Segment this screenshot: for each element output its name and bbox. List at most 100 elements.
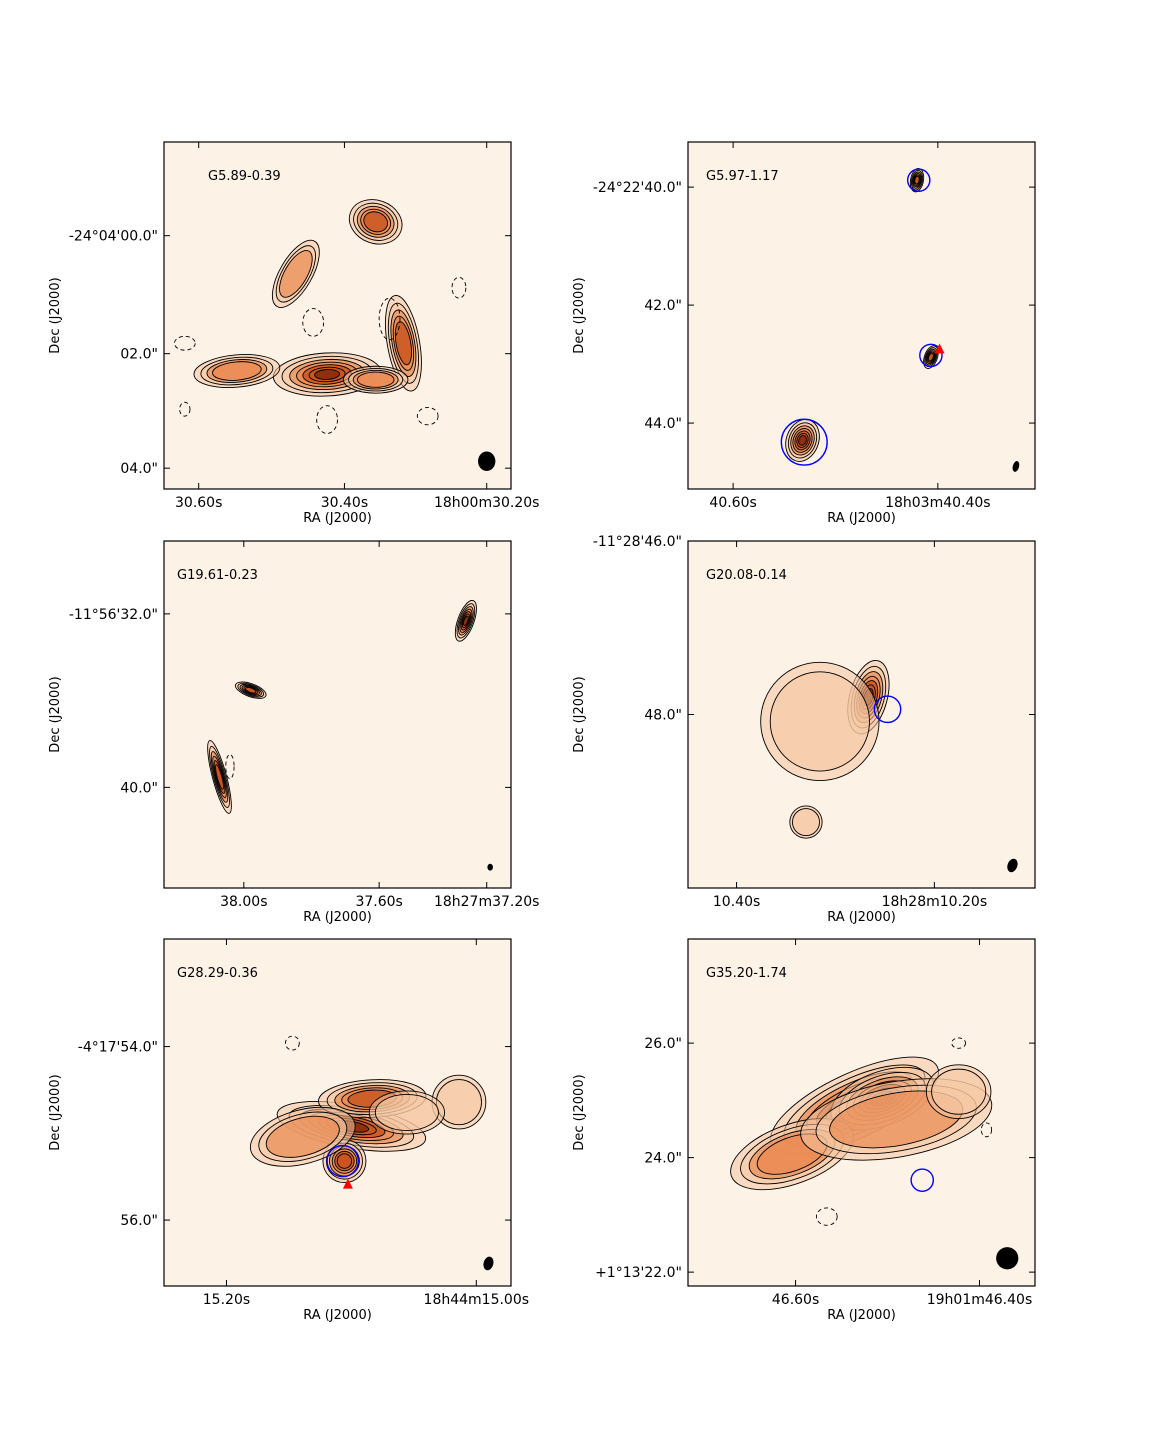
negative-contour	[951, 1037, 967, 1049]
source-name: G5.89-0.39	[208, 169, 281, 184]
emission-region	[271, 239, 320, 308]
emission-region	[800, 1078, 993, 1161]
emission-region	[207, 740, 232, 814]
contour-level	[363, 211, 389, 233]
beam-ellipse	[1012, 461, 1020, 472]
x-tick-label: 38.00s	[220, 894, 267, 910]
contour-level	[374, 1094, 439, 1131]
red-triangle-marker	[342, 1178, 353, 1189]
emission-region	[454, 599, 477, 642]
x-tick-label: 30.60s	[175, 495, 222, 511]
negative-contour	[815, 1207, 838, 1226]
emission-region	[431, 1074, 487, 1130]
negative-contour	[451, 276, 467, 299]
y-tick-label: -24°22'40.0"	[593, 180, 682, 196]
panel-G5.97-1.17: G5.97-1.17 40.60s 18h03m40.40s -24°22'40.0"…	[572, 141, 1036, 526]
y-axis-label: Dec (J2000)	[48, 277, 63, 353]
contour-level	[336, 1153, 353, 1169]
y-tick-label: 04.0"	[120, 461, 158, 477]
red-triangle-marker	[934, 343, 945, 354]
y-axis-label: Dec (J2000)	[48, 1074, 63, 1150]
x-tick-label: 40.60s	[709, 495, 756, 511]
maser-circle	[326, 1144, 360, 1178]
x-tick-label: 10.40s	[713, 894, 760, 910]
panel-frame	[687, 938, 1036, 1287]
y-tick-label: -4°17'54.0"	[78, 1040, 158, 1056]
emission-region	[923, 345, 939, 369]
panel-frame	[163, 938, 512, 1287]
contour-level	[215, 764, 224, 790]
image-background	[164, 541, 511, 888]
emission-region	[368, 1090, 445, 1135]
x-tick-label: 18h00m30.20s	[434, 495, 540, 511]
source-name: G5.97-1.17	[706, 169, 779, 184]
emission-region	[342, 365, 409, 394]
maser-circle	[780, 418, 828, 466]
x-tick-label: 46.60s	[772, 1292, 819, 1308]
panel-G19.61-0.23: G19.61-0.23 38.00s 37.60s 18h27m37.20s -11°5…	[48, 540, 539, 925]
source-name: G28.29-0.36	[177, 966, 258, 981]
y-tick-label: -24°04'00.0"	[69, 229, 158, 245]
negative-contour	[316, 405, 338, 434]
y-axis-label: Dec (J2000)	[572, 676, 587, 752]
x-axis-label: RA (J2000)	[827, 910, 896, 925]
emission-region	[909, 168, 925, 193]
panel-G28.29-0.36: G28.29-0.36 15.20s 18h44m15.00s -4°17'54.0"…	[48, 938, 530, 1323]
beam-ellipse	[1007, 858, 1018, 873]
emission-region	[234, 681, 267, 699]
contour-level	[212, 361, 262, 381]
contour-level	[245, 687, 257, 694]
panel-frame	[163, 141, 512, 490]
x-tick-label: 18h44m15.00s	[424, 1292, 530, 1308]
contour-level	[314, 369, 341, 380]
emission-region	[785, 419, 820, 462]
contour-level	[928, 352, 934, 362]
beam-ellipse	[996, 1247, 1019, 1270]
x-tick-label: 18h03m40.40s	[885, 495, 991, 511]
y-axis-label: Dec (J2000)	[572, 1074, 587, 1150]
beam-ellipse	[487, 863, 493, 871]
panel-G5.89-0.39: G5.89-0.39 30.60s 30.40s 18h00m30.20s -24°04…	[48, 141, 540, 526]
negative-contour	[302, 308, 325, 337]
x-tick-label: 18h28m10.20s	[882, 894, 988, 910]
x-axis-label: RA (J2000)	[303, 511, 372, 526]
image-background	[164, 142, 511, 489]
y-tick-label: 56.0"	[120, 1213, 158, 1229]
contour-level	[791, 808, 820, 837]
negative-contour	[378, 297, 401, 341]
beam-ellipse	[478, 451, 496, 471]
maser-circle	[919, 343, 943, 368]
emission-region	[925, 1064, 992, 1120]
contour-level	[356, 371, 395, 388]
x-tick-label: 37.60s	[355, 894, 402, 910]
emission-region	[348, 199, 403, 245]
x-tick-label: 19h01m46.40s	[927, 1292, 1033, 1308]
emission-region	[789, 805, 823, 839]
y-tick-label: +1°13'22.0"	[595, 1265, 682, 1281]
negative-contour	[173, 335, 196, 351]
maser-circle	[910, 1168, 935, 1192]
emission-region	[193, 354, 281, 388]
negative-contour	[225, 753, 235, 780]
contour-level	[798, 435, 807, 446]
source-name: G35.20-1.74	[706, 966, 787, 981]
panel-frame	[163, 540, 512, 889]
y-tick-label: 48.0"	[644, 708, 682, 724]
panel-G35.20-1.74: G35.20-1.74 46.60s 19h01m46.40s 26.0" 24.0" +…	[572, 938, 1036, 1323]
panel-frame	[687, 141, 1036, 490]
contour-level	[265, 1115, 340, 1158]
contour-level	[279, 250, 313, 298]
y-axis-label: Dec (J2000)	[572, 277, 587, 353]
y-tick-label: 44.0"	[644, 416, 682, 432]
source-name: G19.61-0.23	[177, 568, 258, 583]
x-tick-label: 30.40s	[321, 495, 368, 511]
maser-circle	[906, 168, 931, 192]
y-tick-label: -11°56'32.0"	[69, 607, 158, 623]
y-tick-label: 02.0"	[120, 347, 158, 363]
source-name: G20.08-0.14	[706, 568, 787, 583]
y-axis-label: Dec (J2000)	[48, 676, 63, 752]
maser-circle	[873, 695, 902, 724]
contour-level	[462, 615, 469, 626]
negative-contour	[285, 1035, 300, 1051]
